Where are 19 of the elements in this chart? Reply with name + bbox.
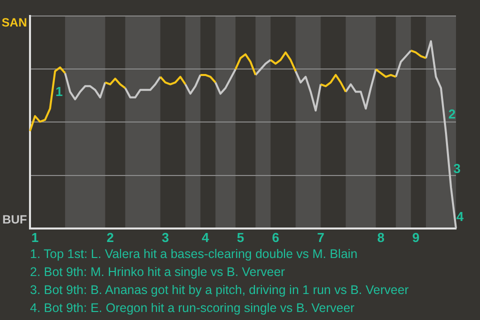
annotation: 1 bbox=[55, 84, 63, 99]
x-tick-label: 5 bbox=[236, 230, 244, 245]
annotation: 3 bbox=[453, 160, 461, 176]
text: 4. Bot 9th: E. Oregon hit a run-scoring single vs B. Verveer bbox=[30, 300, 356, 317]
text: 3. Bot 9th: B. Ananas got hit by a pitch, driving in 1 run vs B. Verveer bbox=[30, 282, 409, 299]
text: SAN bbox=[2, 15, 27, 30]
annotation: 2 bbox=[448, 106, 456, 122]
text: 1. Top 1st: L. Valera hit a bases-clearing double vs M. Blain bbox=[30, 246, 358, 263]
x-tick-label: 6 bbox=[272, 230, 280, 245]
text: 2. Bot 9th: M. Hrinko hit a single vs B. Verveer bbox=[30, 264, 286, 281]
x-tick-label: 3 bbox=[162, 230, 169, 245]
x-tick-label: 1 bbox=[31, 230, 39, 245]
x-tick-label: 9 bbox=[412, 230, 420, 245]
x-tick-label: 8 bbox=[377, 230, 384, 245]
x-tick-label: 7 bbox=[317, 230, 324, 245]
text: 4 bbox=[456, 208, 464, 224]
x-tick-label: 4 bbox=[202, 230, 210, 245]
text: BUF bbox=[2, 212, 27, 227]
x-tick-label: 2 bbox=[106, 230, 114, 245]
